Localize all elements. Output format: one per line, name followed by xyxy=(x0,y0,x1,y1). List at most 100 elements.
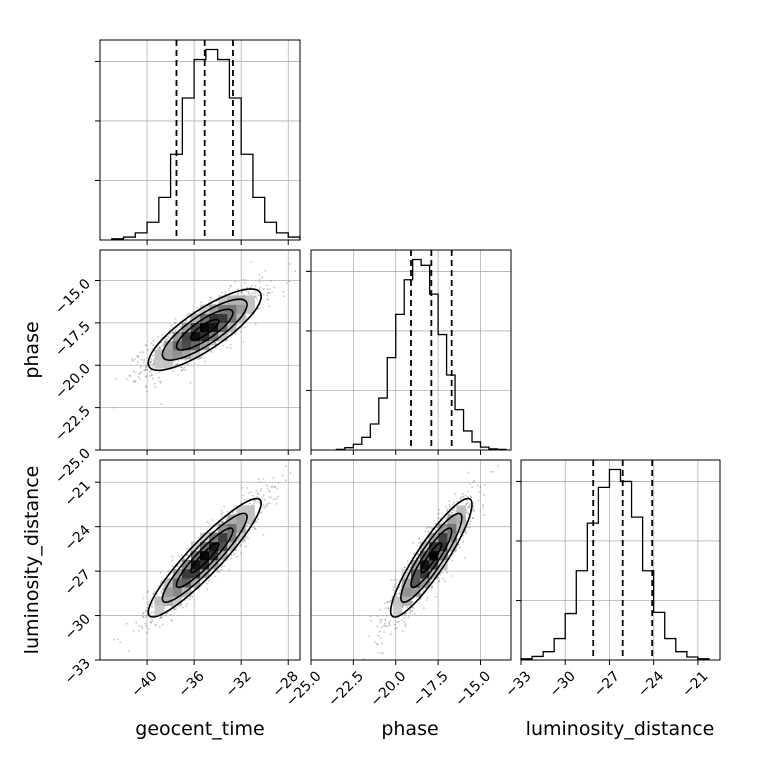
density-cell xyxy=(429,560,439,570)
sample-point xyxy=(271,485,274,488)
sample-point xyxy=(468,506,471,508)
sample-point xyxy=(468,504,471,507)
sample-point xyxy=(232,511,234,514)
sample-point xyxy=(448,512,450,515)
contour-line xyxy=(189,318,220,341)
sample-point xyxy=(166,338,168,341)
sample-point xyxy=(390,579,393,581)
sample-point xyxy=(159,616,162,618)
sample-point xyxy=(261,276,264,279)
sample-point xyxy=(158,625,161,628)
sample-point xyxy=(192,310,195,313)
density-cell xyxy=(420,569,430,579)
sample-point xyxy=(468,526,471,529)
sample-point xyxy=(268,496,270,498)
sample-point xyxy=(259,278,261,280)
sample-point xyxy=(246,487,249,489)
sample-point xyxy=(258,493,260,495)
sample-point xyxy=(376,625,379,628)
sample-point xyxy=(151,611,154,613)
sample-point xyxy=(417,553,419,556)
sample-point xyxy=(125,378,128,381)
sample-point xyxy=(212,343,215,346)
sample-point xyxy=(132,370,135,373)
sample-point xyxy=(451,560,454,562)
sample-point xyxy=(431,585,433,588)
sample-point xyxy=(424,587,427,590)
sample-point xyxy=(257,307,260,310)
density-cell xyxy=(245,295,255,305)
sample-point xyxy=(159,346,162,349)
density-cell xyxy=(411,569,421,579)
sample-point xyxy=(375,643,378,645)
sample-point xyxy=(146,600,149,603)
sample-point xyxy=(233,553,236,556)
sample-point xyxy=(385,624,388,627)
sample-point xyxy=(185,359,187,361)
density-cell xyxy=(245,304,255,314)
sample-point xyxy=(465,529,468,532)
sample-point xyxy=(448,505,451,508)
sample-point xyxy=(434,528,437,531)
density-cell xyxy=(190,569,201,579)
histogram-panel-phase xyxy=(306,249,512,451)
sample-point xyxy=(139,371,142,373)
sample-point xyxy=(229,343,232,346)
sample-point xyxy=(220,509,223,512)
sample-point xyxy=(174,322,177,325)
sample-point xyxy=(145,609,148,612)
sample-point xyxy=(266,503,268,506)
sample-point xyxy=(211,343,214,346)
sample-point xyxy=(465,532,468,535)
sample-point xyxy=(147,628,150,630)
sample-point xyxy=(266,487,269,490)
sample-point xyxy=(241,291,244,293)
sample-point xyxy=(140,358,143,361)
contour-line xyxy=(420,542,443,574)
sample-point xyxy=(244,499,247,501)
sample-point xyxy=(160,370,163,373)
axes-frame xyxy=(520,459,721,661)
sample-point xyxy=(268,292,271,295)
sample-point xyxy=(149,360,152,363)
histogram-step xyxy=(111,48,301,240)
sample-point xyxy=(453,501,456,504)
sample-point xyxy=(269,288,271,291)
sample-point xyxy=(186,363,189,366)
sample-point xyxy=(477,500,480,502)
x-tick-label: −27 xyxy=(591,668,623,700)
histogram-panel-luminosity_distance xyxy=(516,459,721,661)
sample-point xyxy=(266,298,268,300)
sample-point xyxy=(264,506,266,509)
density-cell xyxy=(401,569,412,579)
sample-point xyxy=(383,622,386,625)
sample-point xyxy=(445,505,447,508)
density-cell xyxy=(181,560,192,570)
sample-point xyxy=(439,573,441,576)
histogram-panel-geocent_time xyxy=(95,39,301,241)
contour-line xyxy=(389,497,473,618)
sample-point xyxy=(388,623,390,625)
sample-point xyxy=(386,615,388,617)
sample-point xyxy=(165,339,168,341)
sample-point xyxy=(224,290,227,293)
sample-point xyxy=(403,617,406,619)
sample-point xyxy=(451,575,454,577)
sample-point xyxy=(466,526,468,529)
sample-point xyxy=(383,625,385,628)
density-cell xyxy=(218,313,228,324)
sample-point xyxy=(258,288,261,291)
sample-point xyxy=(142,616,145,618)
sample-point xyxy=(282,474,284,477)
sample-point xyxy=(255,521,258,523)
sample-point xyxy=(142,616,144,618)
sample-point xyxy=(367,635,370,638)
sample-point xyxy=(466,513,469,515)
sample-point xyxy=(395,579,398,581)
density-cell xyxy=(438,541,448,552)
x-tick-label: −32 xyxy=(223,668,255,700)
sample-point xyxy=(462,495,464,498)
sample-point xyxy=(273,286,275,289)
sample-point xyxy=(144,616,147,619)
density-layer xyxy=(113,261,297,409)
